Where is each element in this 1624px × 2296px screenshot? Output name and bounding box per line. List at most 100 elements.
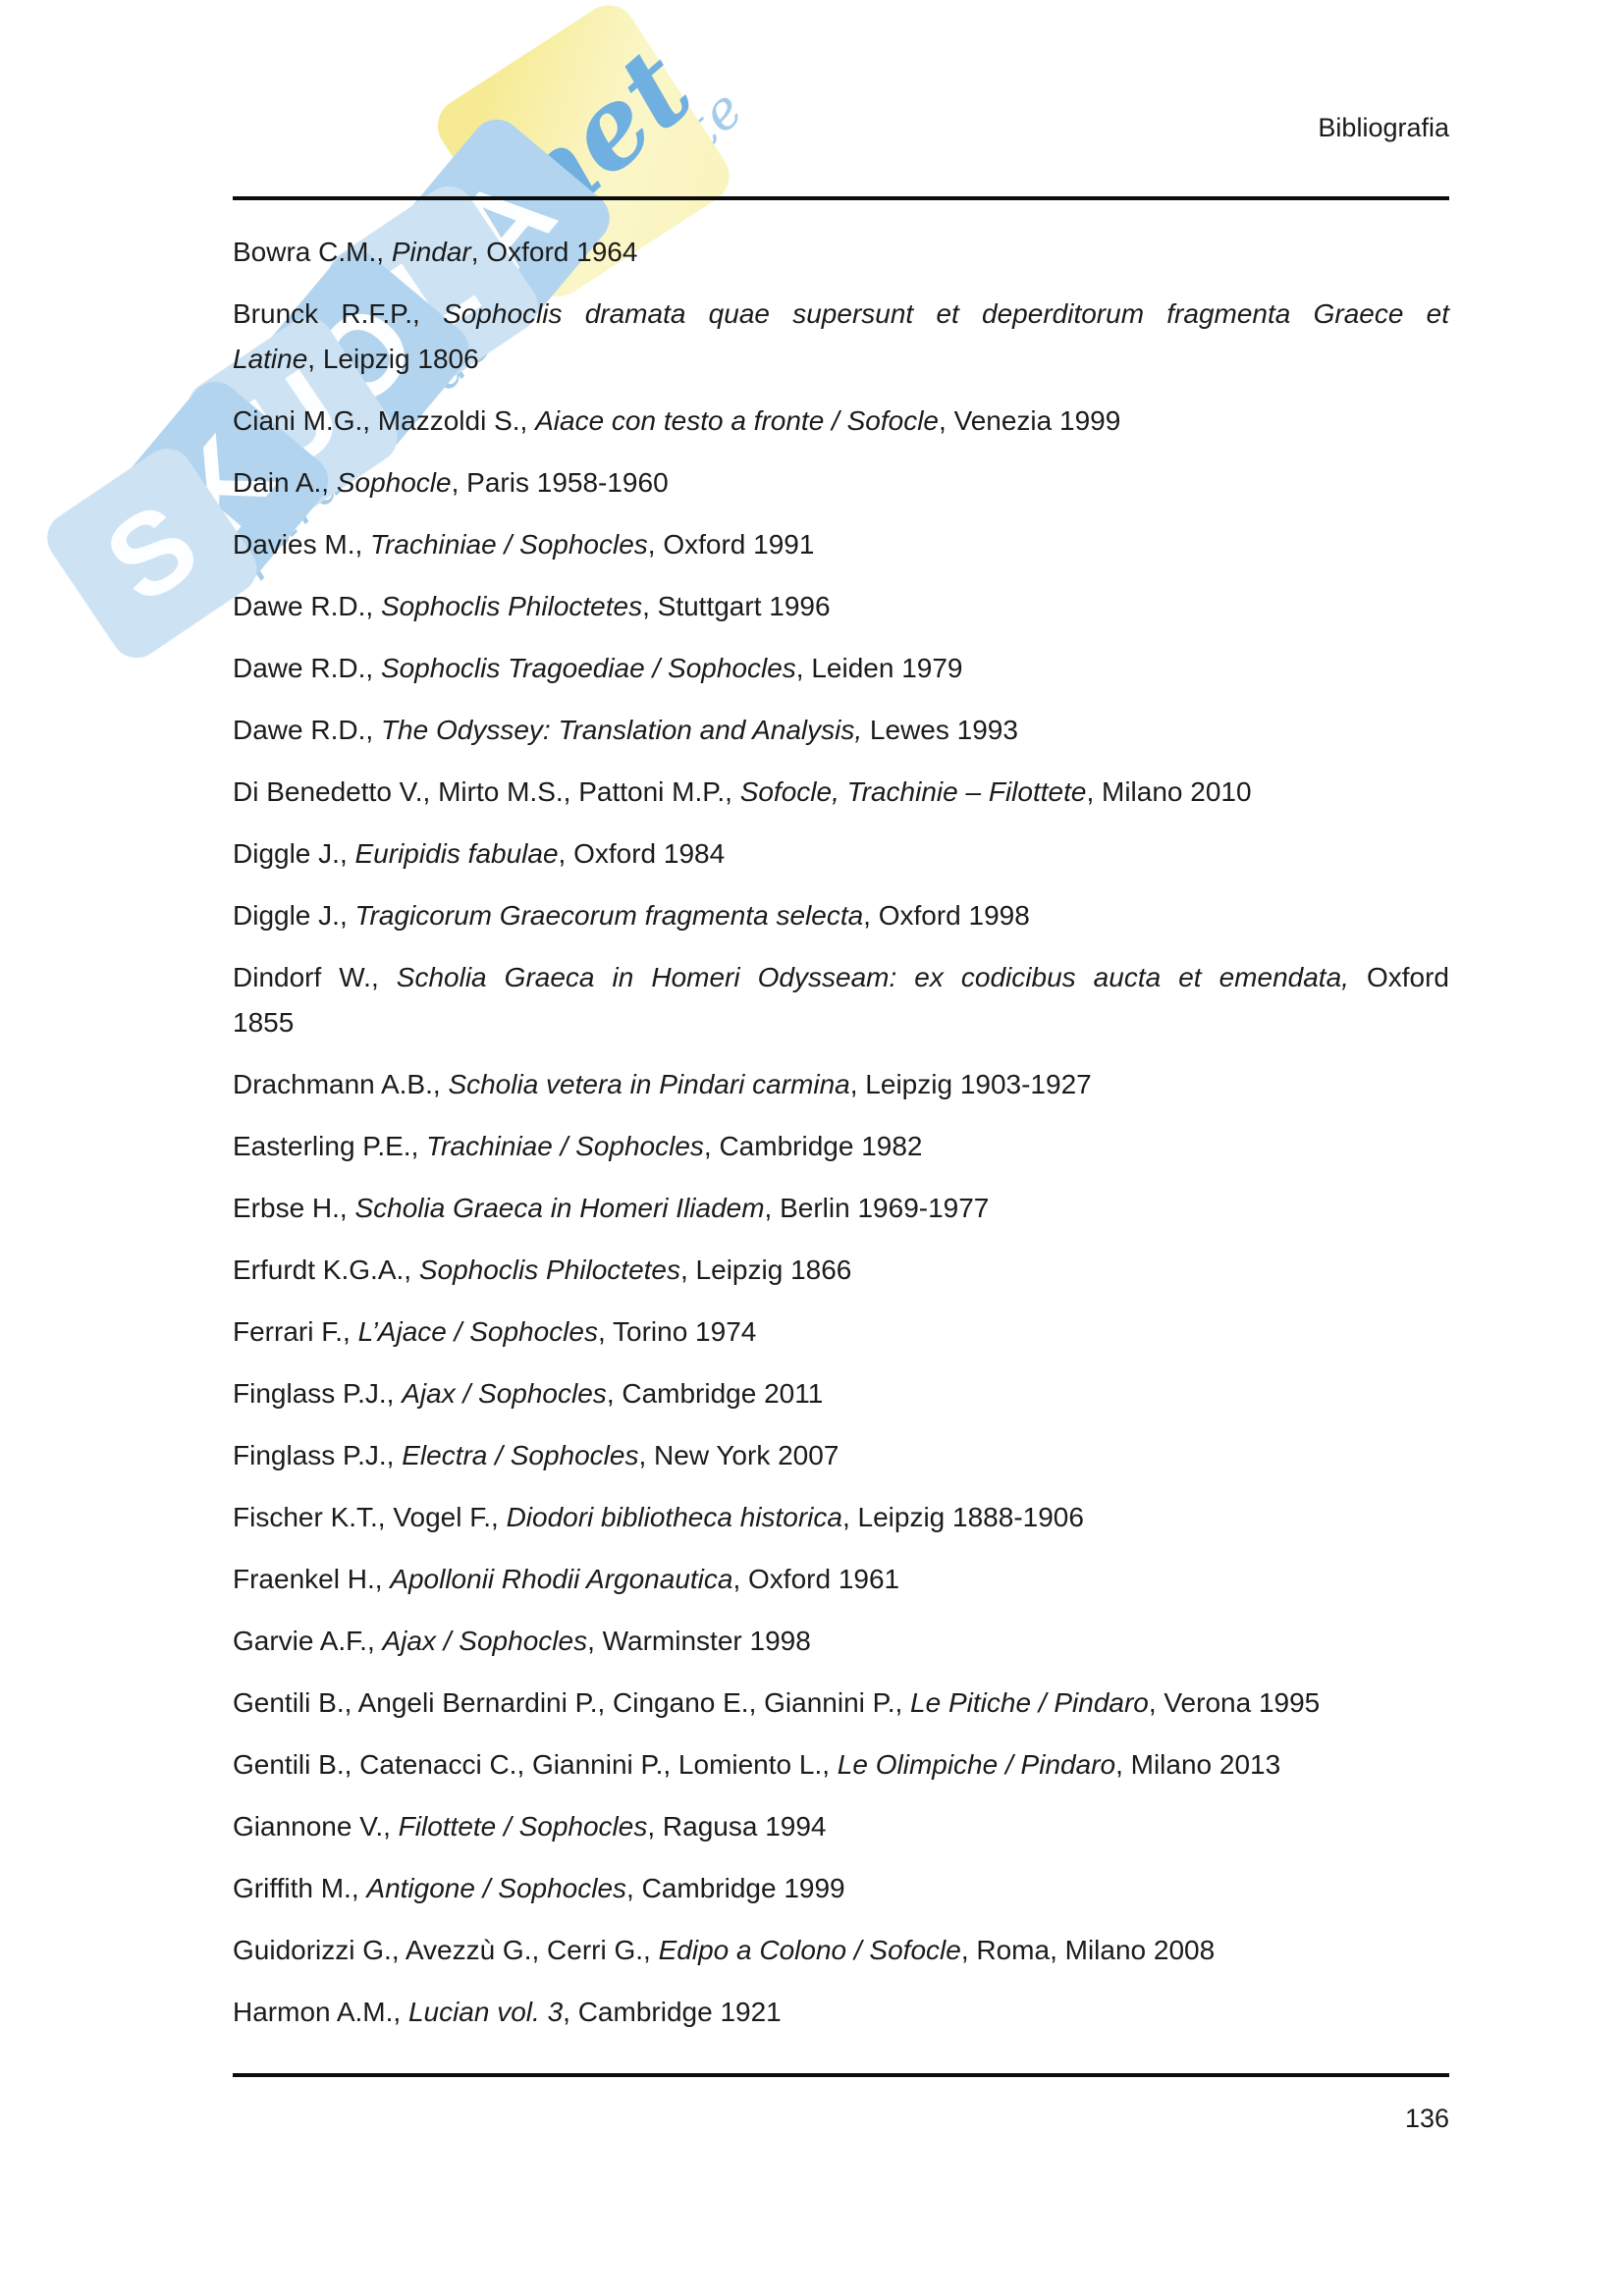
text-segment: Harmon A.M., xyxy=(233,1997,408,2027)
text-segment: , Venezia 1999 xyxy=(939,405,1121,436)
bibliography-entry: Erbse H., Scholia Graeca in Homeri Iliad… xyxy=(233,1186,1449,1231)
entry-line: Gentili B., Angeli Bernardini P., Cingan… xyxy=(233,1681,1449,1726)
entry-line: Latine, Leipzig 1806 xyxy=(233,337,1449,382)
text-segment: Guidorizzi G., Avezzù G., Cerri G., xyxy=(233,1935,659,1965)
text-segment: Diodori bibliotheca historica xyxy=(506,1502,842,1532)
entry-line: Bowra C.M., Pindar, Oxford 1964 xyxy=(233,230,1449,275)
bibliography-entry: Diggle J., Euripidis fabulae, Oxford 198… xyxy=(233,831,1449,877)
text-segment: Latine xyxy=(233,344,308,374)
text-segment: , Leipzig 1888-1906 xyxy=(841,1502,1084,1532)
text-segment: , Roma, Milano 2008 xyxy=(960,1935,1216,1965)
text-segment: , Oxford 1964 xyxy=(470,237,638,267)
text-segment: , Cambridge 1999 xyxy=(626,1873,845,1903)
bibliography-entry: Ferrari F., L’Ajace / Sophocles, Torino … xyxy=(233,1309,1449,1355)
entry-line: Dawe R.D., Sophoclis Tragoediae / Sophoc… xyxy=(233,646,1449,691)
bibliography-entry: Gentili B., Catenacci C., Giannini P., L… xyxy=(233,1742,1449,1788)
text-segment: , Leipzig 1903-1927 xyxy=(849,1069,1092,1099)
text-segment: 1855 xyxy=(233,1007,295,1038)
bibliography-entry: Fischer K.T., Vogel F., Diodori biblioth… xyxy=(233,1495,1449,1540)
bibliography-entries: Bowra C.M., Pindar, Oxford 1964 Brunck R.… xyxy=(233,230,1449,2035)
text-segment: , Cambridge 1982 xyxy=(703,1131,923,1161)
text-segment: , Ragusa 1994 xyxy=(647,1811,827,1842)
text-segment: , Warminster 1998 xyxy=(587,1626,811,1656)
text-segment: Euripidis fabulae xyxy=(354,838,559,869)
text-segment: Edipo a Colono / Sofocle xyxy=(658,1935,961,1965)
bibliography-entry: Giannone V., Filottete / Sophocles, Ragu… xyxy=(233,1804,1449,1849)
text-segment: , Oxford 1984 xyxy=(558,838,726,869)
text-segment: Dindorf W., xyxy=(233,962,397,992)
text-segment: , Paris 1958-1960 xyxy=(451,467,669,498)
text-segment: Tragicorum Graecorum fragmenta selecta xyxy=(354,900,864,931)
entry-line: Diggle J., Tragicorum Graecorum fragment… xyxy=(233,893,1449,938)
text-segment: Scholia Graeca in Homeri Odysseam: ex co… xyxy=(396,962,1349,992)
bibliography-entry: Harmon A.M., Lucian vol. 3, Cambridge 19… xyxy=(233,1990,1449,2035)
page-header-title: Bibliografia xyxy=(1318,113,1449,142)
text-segment: Ajax / Sophocles xyxy=(402,1378,607,1409)
text-segment: Apollonii Rhodii Argonautica xyxy=(390,1564,733,1594)
page-content: Bibliografia Bowra C.M., Pindar, Oxford … xyxy=(233,113,1449,2133)
entry-line: Davies M., Trachiniae / Sophocles, Oxfor… xyxy=(233,522,1449,567)
bibliography-entry: Di Benedetto V., Mirto M.S., Pattoni M.P… xyxy=(233,770,1449,815)
entry-line: Dawe R.D., Sophoclis Philoctetes, Stuttg… xyxy=(233,584,1449,629)
bibliography-entry: Dawe R.D., Sophoclis Philoctetes, Stuttg… xyxy=(233,584,1449,629)
text-segment: Griffith M., xyxy=(233,1873,367,1903)
bibliography-entry: Easterling P.E., Trachiniae / Sophocles,… xyxy=(233,1124,1449,1169)
bibliography-entry: Dain A., Sophocle, Paris 1958-1960 xyxy=(233,460,1449,506)
bibliography-entry: Dawe R.D., The Odyssey: Translation and … xyxy=(233,708,1449,753)
text-segment: Electra / Sophocles xyxy=(402,1440,639,1470)
entry-line: Garvie A.F., Ajax / Sophocles, Warminste… xyxy=(233,1619,1449,1664)
text-segment: Sophoclis Philoctetes xyxy=(380,591,643,621)
entry-line: Guidorizzi G., Avezzù G., Cerri G., Edip… xyxy=(233,1928,1449,1973)
text-segment: , Cambridge 2011 xyxy=(606,1378,824,1409)
entry-line: Erbse H., Scholia Graeca in Homeri Iliad… xyxy=(233,1186,1449,1231)
text-segment: Davies M., xyxy=(233,529,371,560)
bibliography-entry: Guidorizzi G., Avezzù G., Cerri G., Edip… xyxy=(233,1928,1449,1973)
bibliography-entry: Garvie A.F., Ajax / Sophocles, Warminste… xyxy=(233,1619,1449,1664)
entry-line: Gentili B., Catenacci C., Giannini P., L… xyxy=(233,1742,1449,1788)
entry-line: Harmon A.M., Lucian vol. 3, Cambridge 19… xyxy=(233,1990,1449,2035)
text-segment: Scholia Graeca in Homeri Iliadem xyxy=(354,1193,765,1223)
text-segment: Di Benedetto V., Mirto M.S., Pattoni M.P… xyxy=(233,776,740,807)
text-segment: Gentili B., Catenacci C., Giannini P., L… xyxy=(233,1749,838,1780)
text-segment: Diggle J., xyxy=(233,900,355,931)
text-segment: Sophoclis Philoctetes xyxy=(418,1255,680,1285)
text-segment: Aiace con testo a fronte / Sofocle xyxy=(535,405,940,436)
text-segment: , Oxford 1961 xyxy=(732,1564,900,1594)
text-segment: Pindar xyxy=(391,237,471,267)
entry-line: Ciani M.G., Mazzoldi S., Aiace con testo… xyxy=(233,399,1449,444)
bibliography-entry: Ciani M.G., Mazzoldi S., Aiace con testo… xyxy=(233,399,1449,444)
text-segment: Dawe R.D., xyxy=(233,653,381,683)
entry-line: Giannone V., Filottete / Sophocles, Ragu… xyxy=(233,1804,1449,1849)
text-segment: , Milano 2010 xyxy=(1086,776,1252,807)
bibliography-entry: Drachmann A.B., Scholia vetera in Pindar… xyxy=(233,1062,1449,1107)
bibliography-entry: Davies M., Trachiniae / Sophocles, Oxfor… xyxy=(233,522,1449,567)
entry-line: Drachmann A.B., Scholia vetera in Pindar… xyxy=(233,1062,1449,1107)
text-segment: Lewes 1993 xyxy=(862,715,1018,745)
text-segment: , Berlin 1969-1977 xyxy=(764,1193,990,1223)
entry-line: Finglass P.J., Ajax / Sophocles, Cambrid… xyxy=(233,1371,1449,1416)
text-segment: Dawe R.D., xyxy=(233,715,381,745)
text-segment: Sofocle, Trachinie – Filottete xyxy=(739,776,1087,807)
text-segment: Easterling P.E., xyxy=(233,1131,427,1161)
entry-line: Erfurdt K.G.A., Sophoclis Philoctetes, L… xyxy=(233,1248,1449,1293)
text-segment: , Oxford 1998 xyxy=(863,900,1030,931)
text-segment: Ciani M.G., Mazzoldi S., xyxy=(233,405,536,436)
bibliography-entry: Finglass P.J., Electra / Sophocles, New … xyxy=(233,1433,1449,1478)
entry-line: Fraenkel H., Apollonii Rhodii Argonautic… xyxy=(233,1557,1449,1602)
entry-line: Dawe R.D., The Odyssey: Translation and … xyxy=(233,708,1449,753)
text-segment: Trachiniae / Sophocles xyxy=(426,1131,704,1161)
page-number: 136 xyxy=(1404,2104,1449,2133)
text-segment: , Torino 1974 xyxy=(597,1316,757,1347)
text-segment: Finglass P.J., xyxy=(233,1378,403,1409)
text-segment: Oxford xyxy=(1348,962,1450,992)
text-segment: Trachiniae / Sophocles xyxy=(370,529,648,560)
text-segment: Sophocle xyxy=(336,467,452,498)
text-segment: , Leipzig 1866 xyxy=(680,1255,852,1285)
text-segment: Dain A., xyxy=(233,467,337,498)
text-segment: , New York 2007 xyxy=(638,1440,839,1470)
text-segment: , Stuttgart 1996 xyxy=(642,591,831,621)
text-segment: Gentili B., Angeli Bernardini P., Cingan… xyxy=(233,1687,911,1718)
bibliography-entry: Dawe R.D., Sophoclis Tragoediae / Sophoc… xyxy=(233,646,1449,691)
entry-line: Finglass P.J., Electra / Sophocles, New … xyxy=(233,1433,1449,1478)
